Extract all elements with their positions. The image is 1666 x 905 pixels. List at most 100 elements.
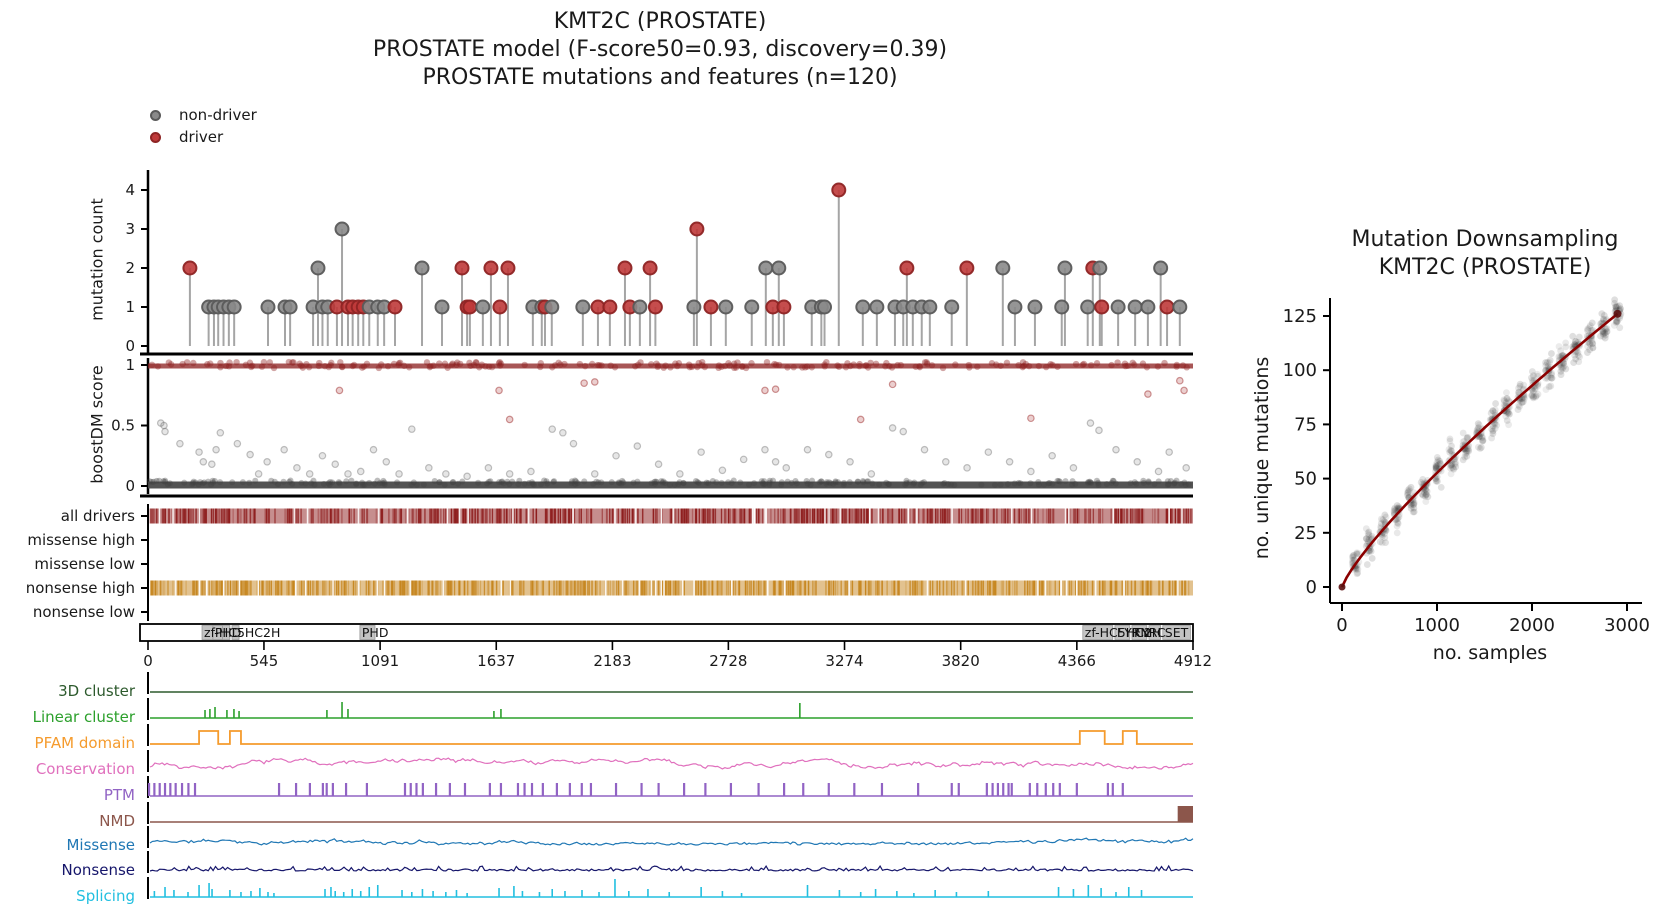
circle-shape <box>205 478 212 485</box>
rect-shape <box>139 623 1194 642</box>
path-shape <box>149 864 1194 872</box>
circle-shape <box>1404 486 1412 494</box>
circle-shape <box>580 379 588 387</box>
circle-shape <box>965 361 973 369</box>
circle-shape <box>1547 374 1554 381</box>
circle-shape <box>343 478 350 485</box>
circle-shape <box>675 360 683 367</box>
circle-shape <box>1378 515 1385 523</box>
circle-shape <box>658 478 665 485</box>
circle-shape <box>680 480 687 487</box>
circle-shape <box>1355 550 1362 558</box>
circle-shape <box>1520 394 1528 401</box>
circle-shape <box>1601 329 1609 337</box>
circle-shape <box>1504 409 1511 417</box>
circle-shape <box>1124 362 1131 369</box>
circle-shape <box>380 477 387 484</box>
circle-shape <box>1445 446 1453 453</box>
circle-shape <box>1404 489 1411 497</box>
circle-shape <box>160 421 168 430</box>
circle-shape <box>1478 437 1486 445</box>
circle-shape <box>941 457 950 466</box>
circle-shape <box>616 480 623 487</box>
circle-shape <box>450 478 457 485</box>
circle-shape <box>505 470 514 478</box>
circle-shape <box>1562 343 1570 351</box>
circle-shape <box>856 415 865 424</box>
circle-shape <box>414 260 430 276</box>
circle-shape <box>1182 481 1189 488</box>
circle-shape <box>1139 360 1147 367</box>
circle-shape <box>1035 362 1043 370</box>
circle-shape <box>846 479 853 486</box>
circle-shape <box>648 480 655 487</box>
circle-shape <box>1572 355 1580 363</box>
circle-shape <box>258 363 266 370</box>
circle-shape <box>436 479 443 486</box>
circle-shape <box>366 479 373 486</box>
circle-shape <box>1488 434 1496 442</box>
circle-shape <box>1087 362 1095 369</box>
circle-shape <box>1349 553 1356 561</box>
circle-shape <box>1364 537 1372 545</box>
circle-shape <box>216 428 225 437</box>
circle-shape <box>876 481 883 488</box>
circle-shape <box>1506 410 1513 418</box>
circle-shape <box>311 481 318 488</box>
circle-shape <box>1419 475 1427 483</box>
circle-shape <box>1560 362 1568 370</box>
circle-shape <box>334 221 350 237</box>
circle-shape <box>775 361 783 369</box>
circle-shape <box>521 361 528 369</box>
circle-shape <box>457 360 464 368</box>
circle-shape <box>1410 499 1418 507</box>
boostdm-ytick-label: 0.5 <box>111 417 135 435</box>
circle-shape <box>390 360 398 368</box>
circle-shape <box>1432 463 1440 471</box>
circle-shape <box>260 299 276 315</box>
circle-shape <box>201 479 208 486</box>
circle-shape <box>1145 479 1152 486</box>
feature-label-PTM: PTM <box>104 786 135 804</box>
legend: non-driver driver <box>150 104 257 148</box>
circle-shape <box>1532 393 1540 401</box>
circle-shape <box>1035 479 1042 486</box>
circle-shape <box>715 364 722 372</box>
circle-shape <box>660 364 667 371</box>
circle-shape <box>1057 260 1073 276</box>
circle-shape <box>941 479 948 486</box>
circle-shape <box>991 481 998 488</box>
circle-shape <box>695 479 702 486</box>
circle-shape <box>1546 359 1553 366</box>
circle-shape <box>778 479 785 486</box>
circle-shape <box>1451 460 1459 468</box>
circle-shape <box>1133 457 1142 466</box>
feature-label-Conservation: Conservation <box>36 760 135 778</box>
circle-shape <box>1598 310 1606 318</box>
circle-shape <box>1462 450 1470 458</box>
circle-shape <box>454 260 470 276</box>
circle-shape <box>850 361 857 368</box>
circle-shape <box>1110 477 1117 484</box>
circle-shape <box>840 481 847 488</box>
circle-shape <box>408 425 416 433</box>
circle-shape <box>770 477 777 484</box>
circle-shape <box>924 360 931 368</box>
circle-shape <box>680 479 687 486</box>
circle-shape <box>856 362 863 370</box>
circle-shape <box>1503 395 1511 403</box>
circle-shape <box>1599 328 1607 336</box>
downsampling-xtick-label: 1000 <box>1414 615 1460 636</box>
circle-shape <box>1611 299 1618 307</box>
circle-shape <box>615 479 622 486</box>
circle-shape <box>1459 429 1467 437</box>
circle-shape <box>537 360 544 367</box>
circle-shape <box>1478 433 1486 441</box>
circle-shape <box>916 363 924 371</box>
circle-shape <box>1153 260 1169 276</box>
circle-shape <box>1464 433 1472 441</box>
circle-shape <box>963 464 971 472</box>
rect-shape <box>1082 625 1114 640</box>
circle-shape <box>920 445 929 454</box>
